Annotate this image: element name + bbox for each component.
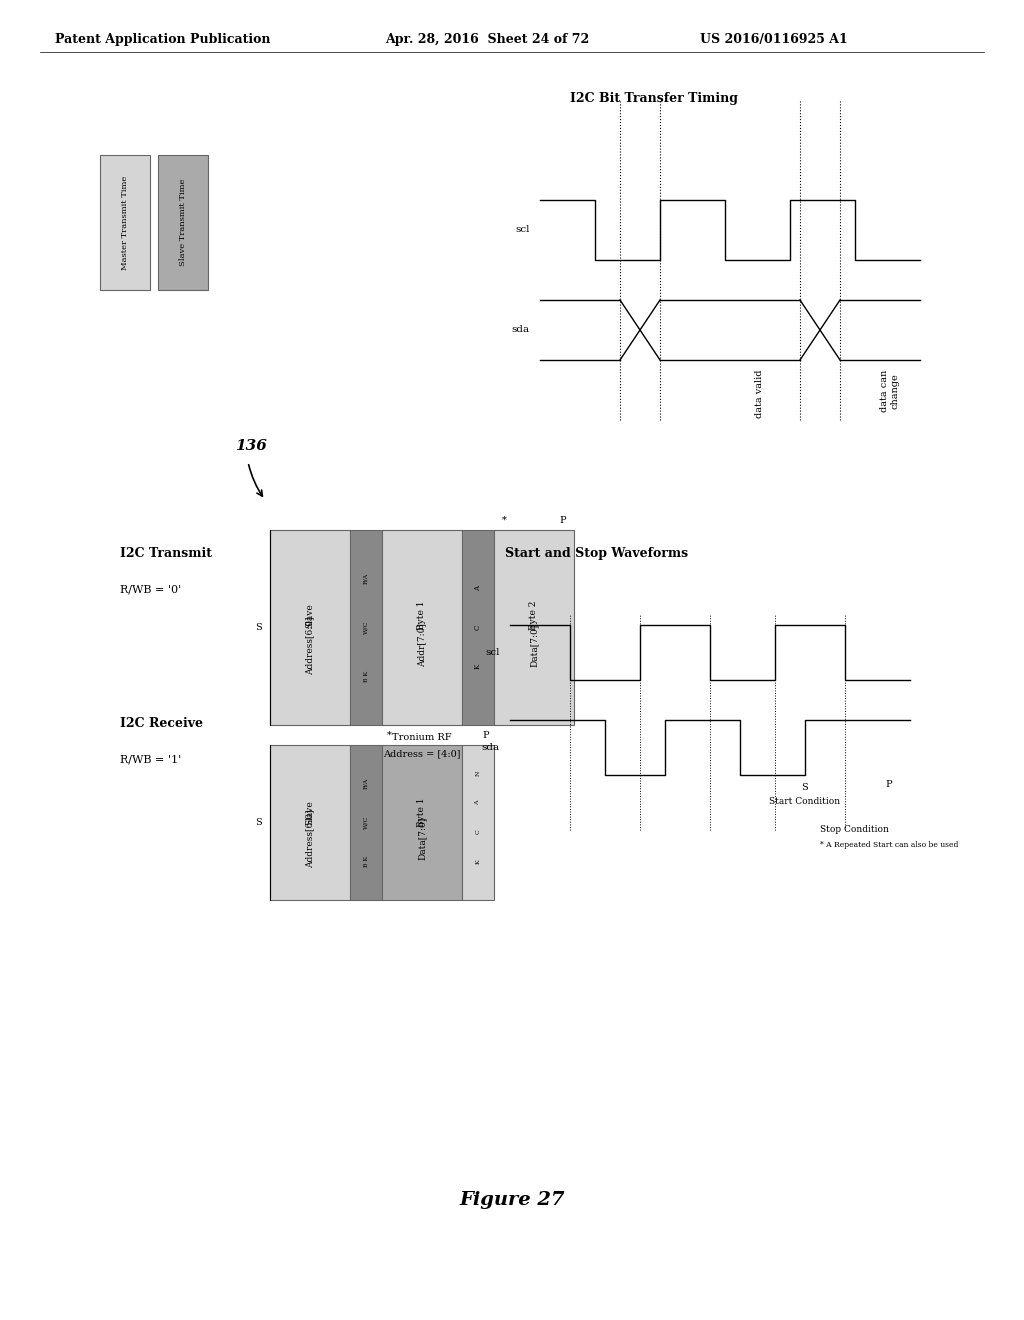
Text: R/WB = '0': R/WB = '0' (120, 585, 181, 595)
Text: A: A (474, 586, 482, 591)
Text: Slave: Slave (305, 800, 314, 825)
Text: Tronium RF: Tronium RF (392, 733, 452, 742)
Bar (382, 744, 462, 900)
Text: US 2016/0116925 A1: US 2016/0116925 A1 (700, 33, 848, 46)
Text: Slave: Slave (305, 603, 314, 628)
Bar (462, 531, 494, 725)
Text: W/C: W/C (364, 816, 369, 829)
Text: Byte 1: Byte 1 (418, 797, 427, 828)
Bar (382, 531, 462, 725)
Text: R/A: R/A (364, 573, 369, 585)
Text: *: * (502, 516, 507, 525)
Text: sda: sda (482, 743, 500, 752)
Bar (350, 744, 382, 900)
Text: data can
change: data can change (881, 370, 900, 412)
Text: S: S (802, 783, 808, 792)
Text: scl: scl (485, 648, 500, 657)
Text: I2C Transmit: I2C Transmit (120, 546, 212, 560)
Text: * A Repeated Start can also be used: * A Repeated Start can also be used (820, 841, 958, 849)
Text: Addr[7:0]: Addr[7:0] (418, 623, 427, 668)
Text: I2C Receive: I2C Receive (120, 717, 203, 730)
Text: Stop Condition: Stop Condition (820, 825, 889, 834)
Text: R/WB = '1': R/WB = '1' (120, 755, 181, 766)
Text: B K: B K (364, 671, 369, 682)
Bar (158, 154, 208, 290)
Text: sda: sda (512, 326, 530, 334)
Bar (462, 744, 494, 900)
Text: Address = [4:0]: Address = [4:0] (383, 748, 461, 758)
Text: data valid: data valid (756, 370, 765, 418)
Text: Master Transmit Time: Master Transmit Time (121, 176, 129, 269)
Text: A: A (475, 800, 480, 805)
Text: Address[6:0]: Address[6:0] (305, 616, 314, 675)
Text: Byte 1: Byte 1 (418, 601, 427, 630)
Text: 136: 136 (234, 440, 267, 453)
Text: Patent Application Publication: Patent Application Publication (55, 33, 270, 46)
Text: Figure 27: Figure 27 (459, 1191, 565, 1209)
Text: P: P (559, 516, 566, 525)
Text: C: C (475, 829, 480, 834)
Text: Start and Stop Waveforms: Start and Stop Waveforms (505, 546, 688, 560)
Text: Byte 2: Byte 2 (529, 601, 539, 630)
Bar (270, 744, 350, 900)
Text: S: S (255, 623, 262, 632)
Text: scl: scl (515, 226, 530, 235)
Text: Data[7:0]: Data[7:0] (529, 624, 539, 667)
Text: I2C Bit Transfer Timing: I2C Bit Transfer Timing (570, 92, 738, 106)
Text: Address[6:0]: Address[6:0] (305, 809, 314, 867)
Text: K: K (474, 664, 482, 669)
Text: S: S (255, 818, 262, 828)
Bar (494, 531, 574, 725)
Bar (100, 154, 150, 290)
Text: C: C (474, 624, 482, 630)
Text: Data[7:0]: Data[7:0] (418, 817, 427, 861)
Text: B K: B K (364, 855, 369, 867)
Text: *: * (387, 731, 392, 741)
Text: W/C: W/C (364, 620, 369, 634)
Text: P: P (885, 780, 892, 789)
Bar (350, 531, 382, 725)
Bar (270, 531, 350, 725)
Text: P: P (482, 731, 489, 741)
Text: N: N (475, 770, 480, 776)
Text: R/A: R/A (364, 777, 369, 789)
Text: Slave Transmit Time: Slave Transmit Time (179, 178, 187, 267)
Text: Start Condition: Start Condition (769, 797, 841, 807)
Text: K: K (475, 859, 480, 863)
Text: Apr. 28, 2016  Sheet 24 of 72: Apr. 28, 2016 Sheet 24 of 72 (385, 33, 589, 46)
